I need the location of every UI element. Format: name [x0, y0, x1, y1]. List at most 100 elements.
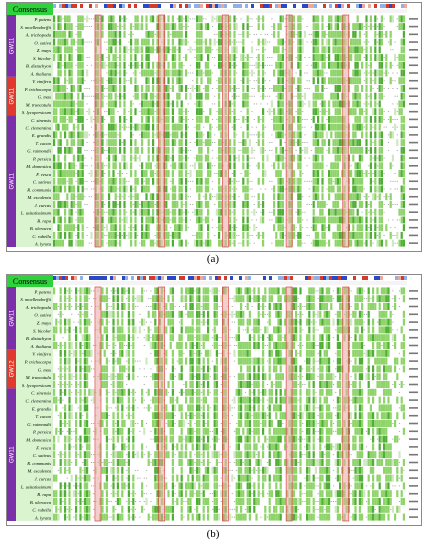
residue-cell [213, 303, 216, 310]
residue-cell [350, 38, 353, 46]
residue-cell [312, 201, 315, 208]
residue-cell [321, 23, 324, 31]
residue-char [86, 142, 88, 143]
residue-cell [167, 61, 170, 69]
residue-char [203, 142, 205, 143]
residue-cell [61, 85, 64, 92]
residue-char [271, 26, 273, 27]
residue-cell [356, 115, 359, 123]
residue-cell [354, 139, 357, 147]
residue-cell [354, 54, 357, 61]
residue-char [255, 227, 258, 229]
residue-cell [341, 231, 344, 239]
residue-cell [374, 69, 377, 77]
residue-cell [330, 295, 333, 303]
residue-cell [171, 310, 174, 318]
residue-cell [218, 61, 221, 69]
residue-cell [350, 318, 353, 326]
residue-cell [64, 77, 67, 85]
residue-char [134, 391, 137, 393]
conservation-cell [197, 276, 200, 280]
residue-cell [152, 92, 155, 100]
residue-char [249, 64, 251, 66]
conservation-cell [281, 276, 284, 280]
residue-cell [328, 38, 331, 46]
residue-cell [354, 373, 357, 381]
residue-cell [152, 310, 155, 318]
residue-cell [152, 46, 155, 54]
residue-cell [154, 349, 157, 357]
residue-char [128, 111, 130, 113]
residue-char [284, 18, 286, 20]
residue-cell [187, 334, 190, 342]
residue-cell [53, 326, 56, 334]
residue-cell [328, 239, 331, 247]
residue-cell [112, 342, 115, 349]
residue-cell [402, 357, 405, 365]
residue-cell [402, 38, 405, 46]
residue-cell [207, 92, 210, 100]
residue-cell [297, 54, 300, 61]
residue-char [145, 376, 148, 378]
residue-cell [290, 38, 293, 46]
residue-cell [119, 224, 122, 232]
residue-cell [259, 216, 262, 224]
residue-cell [174, 30, 177, 38]
residue-char [310, 321, 313, 323]
residue-cell [306, 318, 309, 326]
residue-cell [341, 46, 344, 54]
residue-cell [242, 131, 245, 139]
residue-cell [312, 139, 315, 147]
residue-char [392, 119, 394, 120]
residue-cell [372, 365, 375, 373]
residue-cell [352, 388, 355, 396]
residue-cell [297, 61, 300, 69]
residue-cell [374, 108, 377, 116]
residue-char [187, 227, 189, 229]
residue-cell [356, 139, 359, 147]
residue-cell [116, 326, 119, 334]
residue-cell [64, 92, 67, 100]
residue-cell [209, 46, 212, 54]
residue-cell [354, 123, 357, 131]
residue-cell [169, 287, 172, 295]
conservation-cell [83, 276, 86, 280]
residue-cell [365, 373, 368, 381]
residue-cell [279, 61, 282, 69]
residue-cell [323, 77, 326, 85]
residue-char [93, 134, 95, 136]
residue-cell [317, 54, 320, 61]
group-bar-2 [7, 388, 16, 521]
residue-cell [207, 162, 210, 170]
residue-cell [200, 201, 203, 208]
residue-char [269, 219, 271, 221]
residue-cell [378, 373, 381, 381]
residue-cell [180, 349, 183, 357]
residue-cell [79, 239, 82, 247]
residue-cell [86, 342, 89, 349]
residue-char [75, 49, 77, 51]
residue-cell [314, 177, 317, 185]
residue-cell [207, 146, 210, 154]
residue-cell [303, 92, 306, 100]
residue-char [253, 196, 255, 198]
residue-char [295, 149, 297, 151]
residue-cell [68, 77, 71, 85]
conservation-cell [191, 276, 194, 280]
residue-cell [200, 92, 203, 100]
residue-cell [70, 85, 73, 92]
residue-cell [306, 365, 309, 373]
residue-cell [402, 154, 405, 162]
residue-cell [171, 349, 174, 357]
residue-cell [389, 365, 392, 373]
residue-cell [72, 123, 75, 131]
residue-char [269, 88, 271, 89]
residue-cell [400, 139, 403, 147]
residue-char [231, 64, 233, 66]
residue-cell [204, 295, 207, 303]
residue-char [392, 345, 394, 346]
conservation-cell [350, 276, 353, 280]
residue-cell [402, 318, 405, 326]
residue-cell [290, 357, 293, 365]
residue-char [170, 134, 172, 136]
